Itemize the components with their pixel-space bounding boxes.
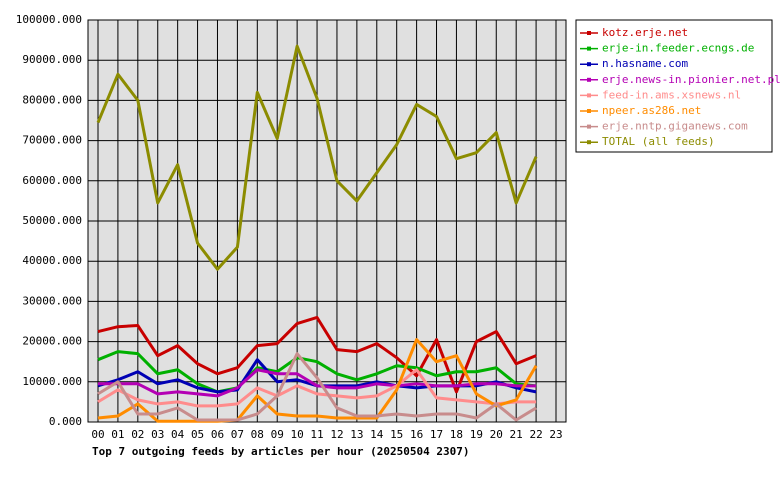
y-tick-label: 10000.000 [22, 375, 82, 388]
series-line [97, 368, 537, 408]
x-tick-label: 13 [350, 428, 363, 441]
x-tick-label: 16 [410, 428, 423, 441]
x-tick-label: 19 [470, 428, 483, 441]
series-line [97, 352, 537, 422]
x-tick-label: 05 [191, 428, 204, 441]
x-tick-label: 08 [251, 428, 264, 441]
series-line [98, 368, 537, 398]
series-line [97, 350, 537, 394]
legend-label: erje.nntp.giganews.com [602, 120, 748, 133]
x-tick-label: 22 [529, 428, 542, 441]
x-tick-label: 12 [330, 428, 343, 441]
y-tick-label: 40000.000 [22, 254, 82, 267]
legend-marker [587, 140, 591, 145]
x-tick-label: 17 [430, 428, 443, 441]
x-tick-label: 11 [310, 428, 323, 441]
x-tick-label: 15 [390, 428, 403, 441]
legend-label: erje-in.feeder.ecngs.de [602, 42, 754, 55]
legend-label: kotz.erje.net [602, 26, 688, 39]
legend-marker [587, 62, 591, 67]
x-tick-label: 01 [111, 428, 124, 441]
y-tick-label: 90000.000 [22, 53, 82, 66]
x-tick-label: 02 [131, 428, 144, 441]
x-tick-label: 06 [211, 428, 224, 441]
legend-marker [587, 93, 591, 98]
x-tick-label: 09 [271, 428, 284, 441]
x-tick-label: 21 [510, 428, 523, 441]
x-tick-label: 00 [91, 428, 104, 441]
x-tick-label: 20 [490, 428, 503, 441]
series-line [97, 315, 537, 394]
legend-marker [587, 77, 591, 82]
y-tick-label: 100000.000 [16, 13, 82, 26]
x-tick-label: 04 [171, 428, 185, 441]
x-tick-label: 23 [549, 428, 562, 441]
y-tick-label: 70000.000 [22, 134, 82, 147]
legend-label: n.hasname.com [602, 57, 688, 70]
legend-box [575, 19, 773, 153]
x-tick-label: 10 [291, 428, 304, 441]
x-tick-label: 14 [370, 428, 384, 441]
chart-title: Top 7 outgoing feeds by articles per hou… [92, 445, 470, 458]
legend-marker [587, 109, 591, 113]
y-tick-label: 60000.000 [22, 174, 82, 187]
legend-marker [587, 124, 591, 129]
legend-marker [587, 46, 591, 51]
y-tick-label: 20000.000 [22, 335, 82, 348]
x-tick-label: 07 [231, 428, 244, 441]
y-tick-label: 50000.000 [22, 214, 82, 227]
legend-marker [587, 31, 591, 35]
legend-label: TOTAL (all feeds) [602, 135, 715, 148]
x-tick-label: 03 [151, 428, 164, 441]
y-tick-label: 80000.000 [22, 93, 82, 106]
y-tick-label: 30000.000 [22, 294, 82, 307]
y-tick-label: 0.000 [49, 415, 82, 428]
legend-label: feed-in.ams.xsnews.nl [602, 88, 741, 101]
series-line [96, 44, 538, 271]
series-line [97, 338, 538, 423]
legend-label: erje.news-in.pionier.net.pl [602, 73, 780, 86]
legend-label: npeer.as286.net [602, 104, 701, 117]
x-tick-label: 18 [450, 428, 463, 441]
